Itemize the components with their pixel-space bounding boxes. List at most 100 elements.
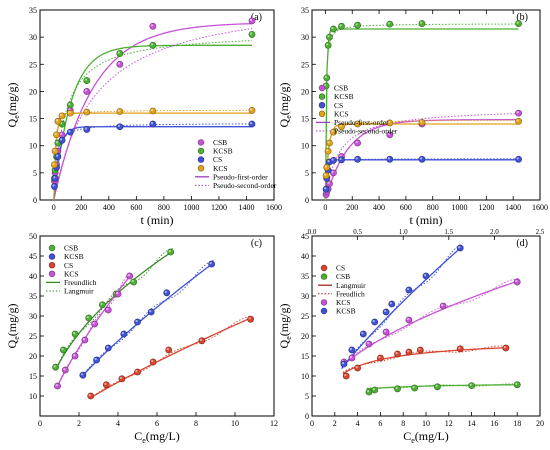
data-point-highlight bbox=[73, 332, 76, 335]
data-point-kcs bbox=[66, 109, 74, 117]
data-point-highlight bbox=[367, 342, 370, 345]
data-point-highlight bbox=[209, 262, 212, 265]
data-point-highlight bbox=[331, 158, 334, 161]
x-tick-label: 0 bbox=[52, 203, 56, 212]
data-point-highlight bbox=[324, 84, 327, 87]
legend-label: CS bbox=[334, 101, 343, 110]
x-tick-label: 1200 bbox=[211, 203, 227, 212]
data-point-kcsb bbox=[324, 41, 332, 49]
axis-label-unit: (mg/g) bbox=[5, 83, 19, 116]
y-tick-label: 0 bbox=[33, 196, 37, 205]
data-point-highlight bbox=[55, 154, 59, 157]
axis-label-subscript: e bbox=[142, 436, 146, 445]
y-tick-label: 10 bbox=[301, 142, 309, 151]
data-point-highlight bbox=[419, 157, 423, 160]
data-point-kcs bbox=[104, 306, 112, 314]
data-point-highlight bbox=[355, 366, 358, 369]
data-point-cs bbox=[165, 346, 173, 354]
data-point-highlight bbox=[387, 132, 390, 136]
y-tick-label: 5 bbox=[33, 169, 37, 178]
data-point-kcs bbox=[54, 117, 62, 125]
x-tick-label: 800 bbox=[427, 203, 439, 212]
data-point-highlight bbox=[458, 246, 461, 249]
y-tick-label: 5 bbox=[305, 392, 309, 401]
data-point-highlight bbox=[331, 170, 334, 174]
y-tick-label: 25 bbox=[29, 60, 37, 69]
data-point-kcsb bbox=[134, 318, 141, 326]
data-point-csb bbox=[149, 22, 157, 30]
data-point-highlight bbox=[516, 157, 519, 160]
x-tick-label: 4 bbox=[356, 419, 360, 428]
y-tick-label: 40 bbox=[29, 272, 37, 281]
data-point-highlight bbox=[60, 113, 63, 117]
y-tick-label: 35 bbox=[301, 6, 309, 15]
legend-label: KCSB bbox=[334, 92, 354, 101]
y-tick-label: 5 bbox=[305, 169, 309, 178]
y-tick-label: 15 bbox=[29, 115, 37, 124]
data-point-highlight bbox=[469, 383, 472, 386]
data-point-csb bbox=[116, 60, 124, 68]
data-point-highlight bbox=[441, 304, 444, 307]
data-point-csb bbox=[71, 330, 79, 338]
data-point-highlight bbox=[331, 130, 334, 133]
fit-curve-alt bbox=[341, 243, 463, 369]
y-tick-label: 45 bbox=[29, 252, 37, 261]
data-point-highlight bbox=[372, 388, 375, 391]
x-tick-label: 8 bbox=[194, 419, 198, 428]
data-point-cs bbox=[116, 123, 124, 131]
x-tick-label: 18 bbox=[513, 419, 521, 428]
x-tick-label: 16 bbox=[490, 419, 498, 428]
data-point-highlight bbox=[355, 157, 358, 160]
data-point-highlight bbox=[117, 62, 121, 65]
x-tick-label: 600 bbox=[130, 203, 142, 212]
y-tick-label: 30 bbox=[29, 312, 37, 321]
axis-label-unit: (mg/g) bbox=[277, 83, 291, 116]
x-tick-label: 14 bbox=[468, 419, 476, 428]
legend-marker-csb bbox=[318, 84, 326, 92]
x-tick-label: 6 bbox=[155, 419, 159, 428]
data-point-highlight bbox=[395, 386, 398, 389]
data-point-kcs bbox=[91, 320, 98, 328]
data-point-highlight bbox=[150, 108, 154, 112]
x-tick-label: 2 bbox=[77, 419, 81, 428]
data-point-kcsb bbox=[388, 300, 396, 308]
legend-label: Pseudo-first-order bbox=[213, 172, 268, 181]
panel-b: 0 200 400 600 800 1000 1200 1400 1600 0 5 10 15 20 25 3… bbox=[277, 6, 548, 227]
data-point-kcs bbox=[126, 272, 134, 280]
x-tick-label: 400 bbox=[103, 203, 115, 212]
legend-label: Freudlich bbox=[336, 289, 365, 298]
data-point-highlight bbox=[131, 280, 134, 283]
y-tick-label: 35 bbox=[301, 272, 309, 281]
data-point-csb bbox=[52, 363, 59, 371]
data-point-highlight bbox=[88, 394, 91, 397]
legend-marker-csb bbox=[197, 139, 205, 146]
fit-curve bbox=[324, 28, 519, 200]
legend-label: CSB bbox=[64, 244, 78, 253]
data-point-kcsb bbox=[66, 101, 74, 109]
y-tick-label: 30 bbox=[301, 292, 309, 301]
data-point-highlight bbox=[516, 21, 519, 24]
data-point-highlight bbox=[331, 27, 334, 30]
legend-label: CSB bbox=[213, 138, 227, 147]
legend-label: Langmuir bbox=[336, 281, 366, 290]
axis-label-symbol: Q bbox=[5, 339, 19, 348]
data-point-highlight bbox=[361, 332, 364, 335]
legend-label: KCS bbox=[336, 298, 351, 307]
data-point-kcsb bbox=[323, 74, 331, 82]
plot-frame bbox=[311, 9, 541, 201]
x-tick-label: 12 bbox=[270, 419, 278, 428]
data-point-highlight bbox=[60, 138, 63, 141]
data-point-kcsb bbox=[79, 371, 87, 379]
data-point-highlight bbox=[387, 157, 390, 160]
data-point-kcsb bbox=[149, 41, 157, 49]
data-point-csb bbox=[394, 385, 401, 393]
data-point-highlight bbox=[149, 310, 152, 313]
panel-label: (d) bbox=[516, 238, 528, 249]
data-point-kcsb bbox=[120, 330, 128, 338]
panel-d: 0 2 4 6 8 10 12 14 16 18 20 0 5 10 15 20 25 30 35 40 450.0 0.… bbox=[277, 228, 545, 445]
panel-label: (c) bbox=[251, 238, 262, 249]
data-point-highlight bbox=[458, 346, 461, 349]
y-tick-label: 15 bbox=[301, 115, 309, 124]
data-point-csb bbox=[468, 382, 475, 389]
